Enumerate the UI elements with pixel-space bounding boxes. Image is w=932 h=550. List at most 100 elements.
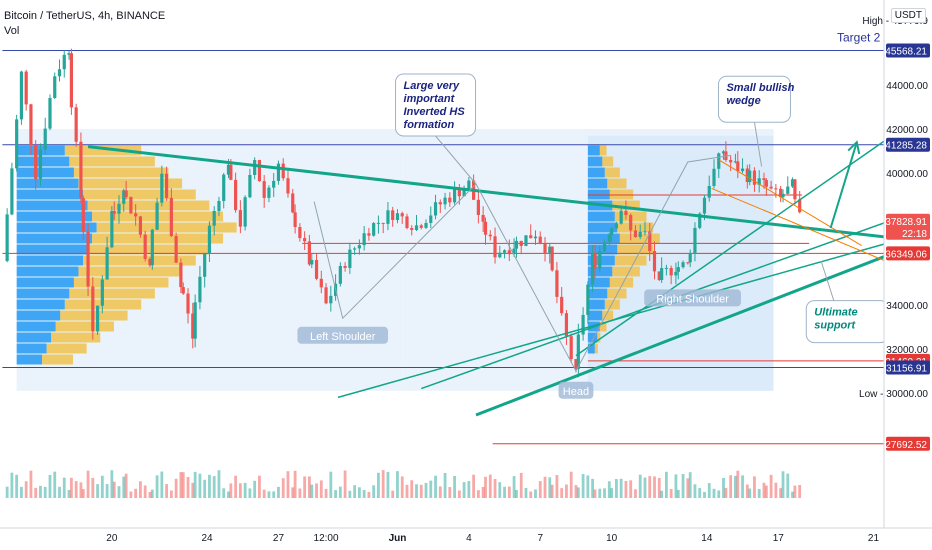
candle-body — [698, 213, 702, 228]
volume-bar — [386, 471, 390, 498]
candle-body — [248, 174, 252, 198]
candle-body — [243, 197, 247, 227]
candle-body — [272, 180, 276, 188]
volume-bar — [488, 474, 492, 498]
candle-body — [112, 210, 116, 214]
volume-bar — [638, 474, 642, 498]
candle-body — [443, 197, 447, 205]
volume-bar — [272, 491, 276, 498]
candle-body — [34, 144, 38, 179]
volume-bar — [29, 470, 33, 498]
volume-bar — [507, 486, 511, 498]
candle-body — [400, 213, 404, 217]
volume-bar — [281, 478, 285, 498]
candle-body — [53, 76, 57, 99]
volume-bar — [769, 474, 773, 498]
volume-bar — [139, 481, 142, 498]
candle-body — [376, 222, 381, 224]
profile-bar — [609, 277, 634, 288]
y-tick-label: 34000.00 — [886, 301, 928, 312]
volume-bar — [91, 477, 95, 498]
candle-body — [117, 203, 121, 214]
volume-bar — [603, 488, 606, 498]
x-tick-label: 20 — [106, 533, 118, 544]
y-tick-label: 32000.00 — [886, 345, 928, 356]
candle-body — [514, 240, 519, 249]
volume-bar — [229, 483, 233, 498]
profile-bar — [16, 211, 93, 222]
volume-bar — [619, 478, 623, 498]
volume-bar — [212, 476, 216, 498]
candle-body — [57, 69, 62, 77]
pattern-label: Right Shoulder — [656, 293, 729, 305]
candle-body — [267, 187, 271, 198]
volume-bar — [367, 491, 371, 498]
price-tag — [886, 360, 930, 375]
volume-bar — [712, 488, 716, 498]
profile-bar — [16, 321, 56, 332]
candle-body — [593, 253, 597, 269]
volume-bars — [5, 470, 802, 498]
volume-bar — [267, 491, 271, 498]
volume-bar — [174, 478, 178, 498]
countdown-label: 22:18 — [902, 229, 927, 240]
candle-body — [560, 296, 564, 314]
candle-body — [298, 227, 302, 239]
volume-bar — [293, 470, 297, 498]
profile-bar — [587, 277, 610, 288]
volume-bar — [660, 490, 664, 498]
profile-bar — [16, 343, 47, 354]
candle-body — [329, 295, 333, 304]
volume-bar — [576, 487, 580, 498]
candle-body — [303, 238, 307, 242]
volume-bar — [334, 490, 337, 498]
profile-bar — [73, 277, 169, 288]
volume-bar — [396, 471, 399, 498]
volume-bar — [681, 474, 685, 498]
volume-bar — [20, 486, 23, 498]
candle-body — [548, 246, 552, 254]
candle-body — [733, 161, 738, 163]
candle-body — [619, 210, 623, 224]
volume-bar — [198, 473, 202, 498]
profile-bar — [16, 200, 88, 211]
volume-bar — [67, 490, 71, 498]
profile-bar — [587, 167, 605, 178]
price-tag-label: 41285.28 — [885, 141, 927, 152]
volume-bar — [357, 487, 361, 498]
volume-bar — [291, 487, 295, 498]
volume-bar — [581, 474, 585, 498]
profile-bar — [46, 343, 87, 354]
callout-box — [717, 75, 791, 123]
candle-body — [550, 246, 554, 271]
target-arrow-shaft — [829, 141, 858, 229]
volume-bar — [648, 476, 652, 498]
volume-bar — [5, 486, 9, 498]
volume-bar — [467, 481, 471, 498]
volume-bar — [308, 476, 311, 498]
profile-bar — [16, 255, 84, 266]
profile-bar — [42, 354, 74, 365]
volume-bar — [703, 491, 706, 498]
candle-body — [43, 128, 47, 150]
candle-body — [702, 197, 707, 214]
volume-legend: Vol — [4, 25, 20, 37]
y-tick-label: 42000.00 — [886, 125, 928, 136]
callout-text: support — [814, 320, 856, 332]
callout-text: important — [404, 93, 456, 105]
candle-body — [293, 212, 297, 228]
candle-body — [664, 267, 668, 269]
profile-bar — [78, 178, 183, 189]
currency-label[interactable]: USDT — [890, 8, 926, 23]
trend-line — [337, 229, 932, 399]
volume-bar — [343, 470, 347, 498]
volume-bar — [498, 482, 502, 498]
volume-bar — [686, 478, 690, 498]
profile-bar — [16, 167, 74, 178]
candle-body — [367, 233, 371, 236]
candle-body — [419, 225, 423, 228]
volume-bar — [62, 477, 66, 498]
volume-bar — [774, 482, 778, 498]
